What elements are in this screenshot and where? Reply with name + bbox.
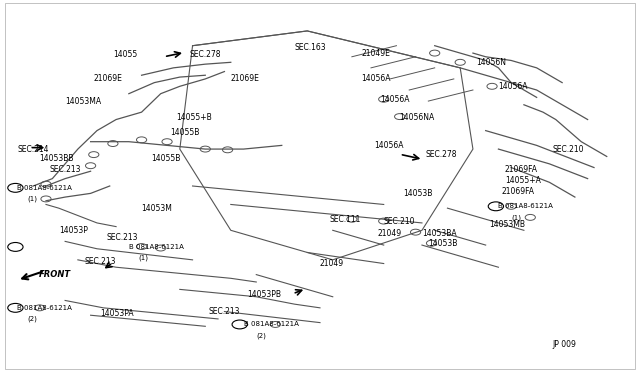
Text: 14055+A: 14055+A	[505, 176, 541, 185]
Text: SEC.214: SEC.214	[17, 145, 49, 154]
Text: 14053M: 14053M	[141, 203, 172, 213]
Text: 14055: 14055	[113, 51, 137, 60]
Text: B 081A8-6121A: B 081A8-6121A	[499, 203, 554, 209]
Text: 21069E: 21069E	[231, 74, 260, 83]
Text: 14053PA: 14053PA	[100, 309, 134, 318]
Text: SEC.210: SEC.210	[384, 217, 415, 225]
Text: (1): (1)	[27, 196, 37, 202]
Text: 14053BB: 14053BB	[40, 154, 74, 163]
Text: 21049: 21049	[378, 230, 401, 238]
Text: 21069E: 21069E	[94, 74, 123, 83]
Text: (1): (1)	[138, 255, 148, 261]
Text: 14056A: 14056A	[362, 74, 391, 83]
Text: (2): (2)	[256, 332, 266, 339]
Text: 21049: 21049	[320, 259, 344, 268]
Text: (2): (2)	[27, 316, 36, 322]
Text: 14055B: 14055B	[151, 154, 180, 163]
Text: JP 009: JP 009	[552, 340, 577, 349]
Text: SEC.111: SEC.111	[330, 215, 361, 224]
Text: SEC.278: SEC.278	[425, 150, 457, 159]
Text: 14056A: 14056A	[381, 95, 410, 104]
Text: 14053PB: 14053PB	[246, 291, 281, 299]
Text: SEC.213: SEC.213	[49, 165, 81, 174]
Text: 21069FA: 21069FA	[505, 165, 538, 174]
Text: 14055B: 14055B	[170, 128, 200, 137]
Text: 14055+B: 14055+B	[177, 113, 212, 122]
Text: SEC.210: SEC.210	[552, 145, 584, 154]
Text: 14056A: 14056A	[374, 141, 404, 150]
Text: 14053MA: 14053MA	[65, 97, 101, 106]
Text: FRONT: FRONT	[38, 270, 70, 279]
Text: 21049E: 21049E	[362, 49, 390, 58]
Text: B 081A8-6121A: B 081A8-6121A	[244, 321, 298, 327]
Text: 14053BA: 14053BA	[422, 230, 456, 238]
Text: SEC.213: SEC.213	[84, 257, 116, 266]
Text: B 081A8-6121A: B 081A8-6121A	[129, 244, 184, 250]
Text: SEC.213: SEC.213	[106, 233, 138, 242]
Text: SEC.278: SEC.278	[189, 51, 221, 60]
Text: SEC.163: SEC.163	[294, 43, 326, 52]
Text: 14053P: 14053P	[59, 226, 88, 235]
Text: B 081A8-6121A: B 081A8-6121A	[17, 185, 72, 191]
Text: 14056N: 14056N	[476, 58, 506, 67]
Text: (1): (1)	[511, 214, 521, 221]
Text: 14056NA: 14056NA	[399, 113, 435, 122]
Text: SEC.213: SEC.213	[209, 307, 240, 316]
Text: B 081A8-6121A: B 081A8-6121A	[17, 305, 72, 311]
Text: 21069FA: 21069FA	[502, 187, 534, 196]
Text: 14053B: 14053B	[428, 239, 458, 248]
Text: 14053MB: 14053MB	[489, 220, 525, 229]
Text: 14053B: 14053B	[403, 189, 432, 198]
Text: 14056A: 14056A	[499, 82, 528, 91]
